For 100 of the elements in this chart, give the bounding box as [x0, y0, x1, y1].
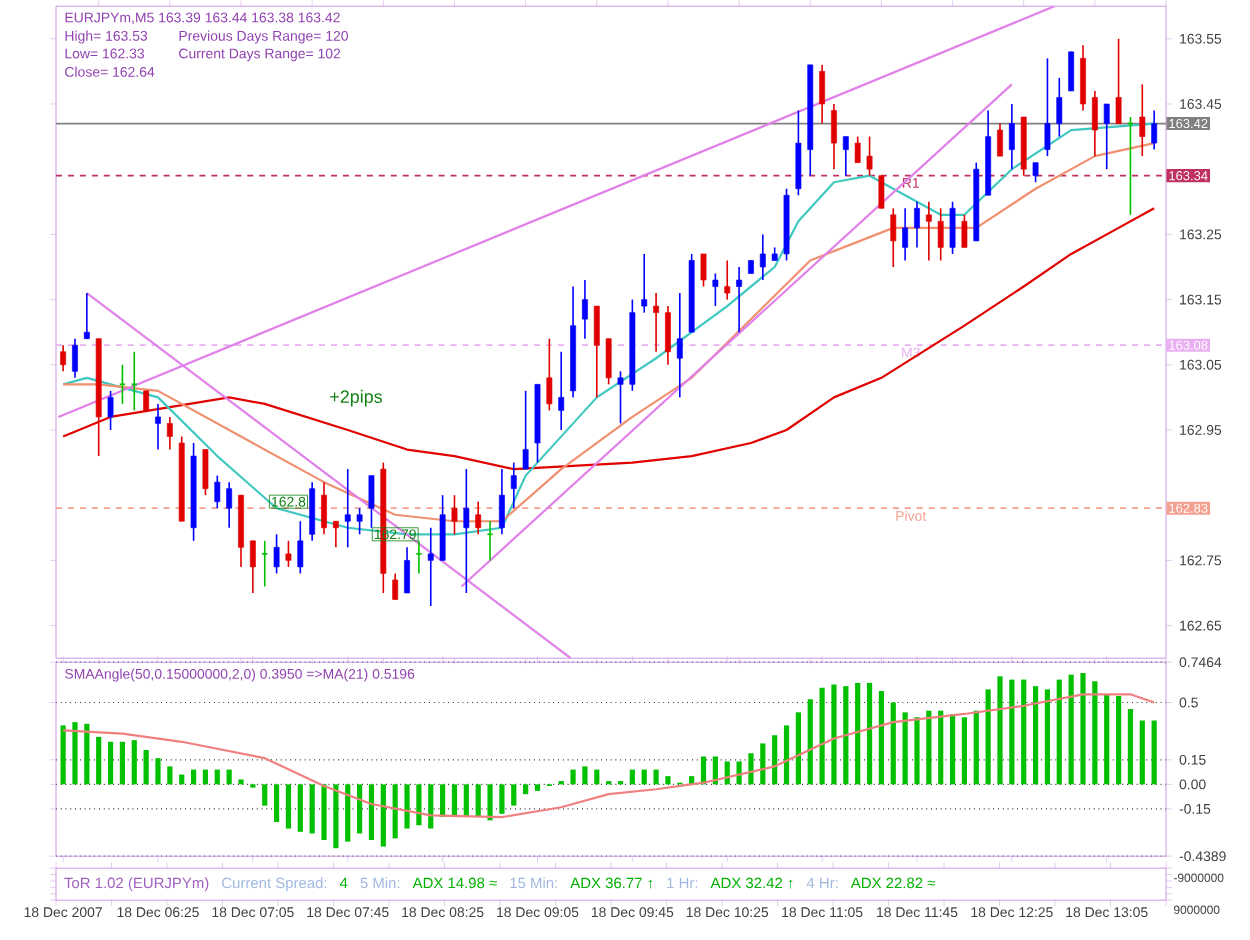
bar: [404, 784, 410, 829]
bar: [878, 690, 884, 785]
bar: [748, 753, 754, 785]
bar: [511, 784, 517, 806]
bar: [345, 784, 351, 842]
candlestick: [499, 468, 505, 536]
candlestick: [890, 207, 897, 268]
bar: [1127, 708, 1134, 785]
bar: [285, 784, 292, 829]
bar: [1151, 720, 1157, 785]
candlestick: [1008, 103, 1015, 170]
candlestick: [961, 213, 968, 249]
bar: [1080, 672, 1086, 785]
candlestick: [831, 103, 837, 170]
candlestick: [439, 494, 446, 562]
candlestick: [463, 468, 470, 594]
bar: [238, 779, 244, 785]
bar: [214, 769, 220, 785]
bar: [190, 769, 197, 785]
candlestick: [795, 109, 802, 196]
bar: [143, 749, 149, 785]
candlestick: [1068, 50, 1075, 92]
bar: [938, 710, 944, 785]
bar: [155, 758, 161, 785]
bar: [819, 687, 825, 785]
candlestick: [510, 461, 517, 509]
candlestick: [356, 507, 363, 536]
candlestick: [475, 500, 482, 536]
bar: [226, 769, 232, 785]
candlestick: [1139, 83, 1146, 157]
bar: [119, 741, 126, 785]
bar: [1032, 686, 1039, 785]
candlestick: [130, 350, 138, 412]
candlestick: [332, 520, 339, 549]
candlestick: [914, 200, 920, 249]
bar: [641, 769, 647, 785]
bar: [760, 743, 766, 785]
candlestick: [273, 533, 280, 575]
bar: [1021, 679, 1027, 785]
candlestick: [1091, 90, 1098, 157]
candlestick: [1044, 57, 1051, 157]
candlestick: [60, 344, 67, 373]
bar: [855, 682, 861, 785]
candlestick: [641, 253, 648, 314]
bar: [84, 723, 90, 785]
bar: [202, 769, 209, 785]
candlestick: [1080, 44, 1086, 112]
candlestick: [285, 539, 292, 568]
bar: [392, 784, 398, 839]
candlestick: [249, 539, 256, 594]
bar: [333, 784, 339, 849]
candlestick: [819, 63, 826, 125]
bar: [60, 725, 66, 785]
bar: [451, 784, 458, 817]
bar: [167, 766, 173, 785]
bar: [890, 702, 896, 785]
candlestick: [582, 279, 588, 340]
bar: [428, 784, 434, 829]
candlestick: [72, 337, 78, 379]
bar: [499, 784, 505, 814]
bar: [736, 761, 742, 785]
bar: [1104, 694, 1110, 785]
candlestick: [676, 292, 683, 399]
bar: [1115, 695, 1122, 785]
annotation: +2pips: [330, 389, 383, 407]
candlestick: [107, 389, 114, 431]
bar: [463, 784, 469, 817]
bar: [902, 712, 908, 785]
candlestick: [925, 200, 932, 262]
bar: [309, 784, 315, 834]
bar: [997, 676, 1003, 785]
bar: [831, 684, 837, 785]
candlestick: [392, 572, 399, 601]
bar: [1009, 679, 1015, 785]
candlestick: [261, 539, 269, 588]
bar: [1092, 681, 1098, 785]
bar: [1139, 720, 1145, 785]
bar: [807, 699, 813, 785]
candlestick: [486, 520, 494, 562]
candlestick: [321, 481, 327, 536]
bar: [629, 769, 635, 785]
bar: [380, 784, 386, 847]
bar: [772, 735, 778, 785]
candlestick: [214, 474, 221, 509]
candlestick: [854, 135, 861, 164]
bar: [961, 717, 968, 785]
bar: [594, 769, 600, 785]
bar: [262, 784, 268, 806]
bar: [1044, 689, 1051, 785]
line-series: [62, 207, 1156, 471]
bar: [368, 784, 375, 840]
bar: [795, 712, 801, 785]
candlestick: [404, 546, 410, 594]
bar: [866, 682, 873, 785]
bar: [534, 784, 541, 791]
candlestick: [949, 200, 956, 255]
candlestick: [558, 350, 565, 431]
candlestick: [759, 233, 766, 281]
candlestick: [902, 207, 909, 262]
candlestick: [143, 389, 150, 412]
